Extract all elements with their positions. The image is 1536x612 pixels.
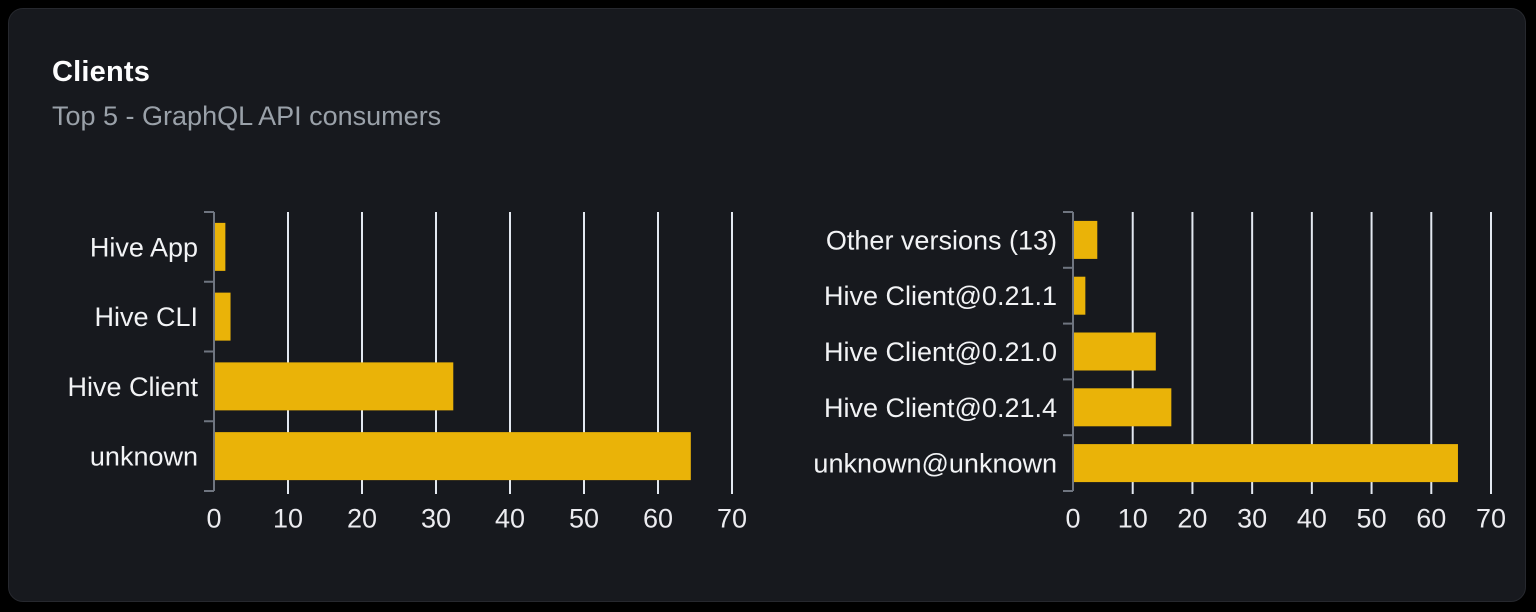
category-label-hive-cli: Hive CLI — [94, 302, 198, 332]
x-tick-label-0: 0 — [206, 503, 221, 533]
x-tick-label-70: 70 — [717, 503, 747, 533]
category-label-hive-client-0-21-4: Hive Client@0.21.4 — [824, 393, 1057, 423]
x-tick-label-60: 60 — [1416, 503, 1446, 533]
x-tick-label-40: 40 — [1297, 503, 1327, 533]
x-tick-label-10: 10 — [1118, 503, 1148, 533]
card-title: Clients — [52, 56, 151, 88]
x-tick-label-10: 10 — [273, 503, 303, 533]
chart-top-5-graphql-clients: Hive App Hive CLI Hive Client unknown 0 10 20 3… — [67, 211, 747, 533]
x-tick-label-20: 20 — [347, 503, 377, 533]
category-label-hive-client-0-21-1: Hive Client@0.21.1 — [824, 281, 1057, 311]
x-tick-label-70: 70 — [1476, 503, 1506, 533]
x-tick-label-50: 50 — [1357, 503, 1387, 533]
x-tick-label-30: 30 — [421, 503, 451, 533]
category-label-other-versions-13: Other versions (13) — [826, 225, 1057, 255]
card-subtitle: Top 5 - GraphQL API consumers — [52, 101, 442, 131]
bar-hive-client[interactable] — [215, 362, 454, 411]
bar-hive-client-0-21-1[interactable] — [1074, 276, 1086, 315]
x-tick-label-30: 30 — [1237, 503, 1267, 533]
clients-card: Clients Top 5 - GraphQL API consumers — [8, 8, 1526, 602]
x-tick-label-0: 0 — [1065, 503, 1080, 533]
bar-unknown-unknown[interactable] — [1074, 444, 1458, 483]
bar-hive-client-0-21-0[interactable] — [1074, 332, 1156, 371]
bar-hive-client-0-21-4[interactable] — [1074, 388, 1172, 427]
bar-unknown[interactable] — [215, 432, 691, 481]
category-label-unknown-unknown: unknown@unknown — [813, 449, 1057, 479]
x-tick-label-40: 40 — [495, 503, 525, 533]
bar-hive-app[interactable] — [215, 222, 226, 271]
category-label-hive-app: Hive App — [90, 232, 198, 262]
bar-hive-cli[interactable] — [215, 292, 231, 341]
category-label-hive-client: Hive Client — [67, 372, 198, 402]
x-tick-label-60: 60 — [643, 503, 673, 533]
category-label-unknown: unknown — [90, 442, 198, 472]
x-tick-label-20: 20 — [1177, 503, 1207, 533]
chart-top-5-graphql-client-versions: Other versions (13) Hive Client@0.21.1 Hiv… — [813, 211, 1506, 533]
category-label-hive-client-0-21-0: Hive Client@0.21.0 — [824, 337, 1057, 367]
x-tick-label-50: 50 — [569, 503, 599, 533]
bar-other-versions-13[interactable] — [1074, 220, 1098, 259]
